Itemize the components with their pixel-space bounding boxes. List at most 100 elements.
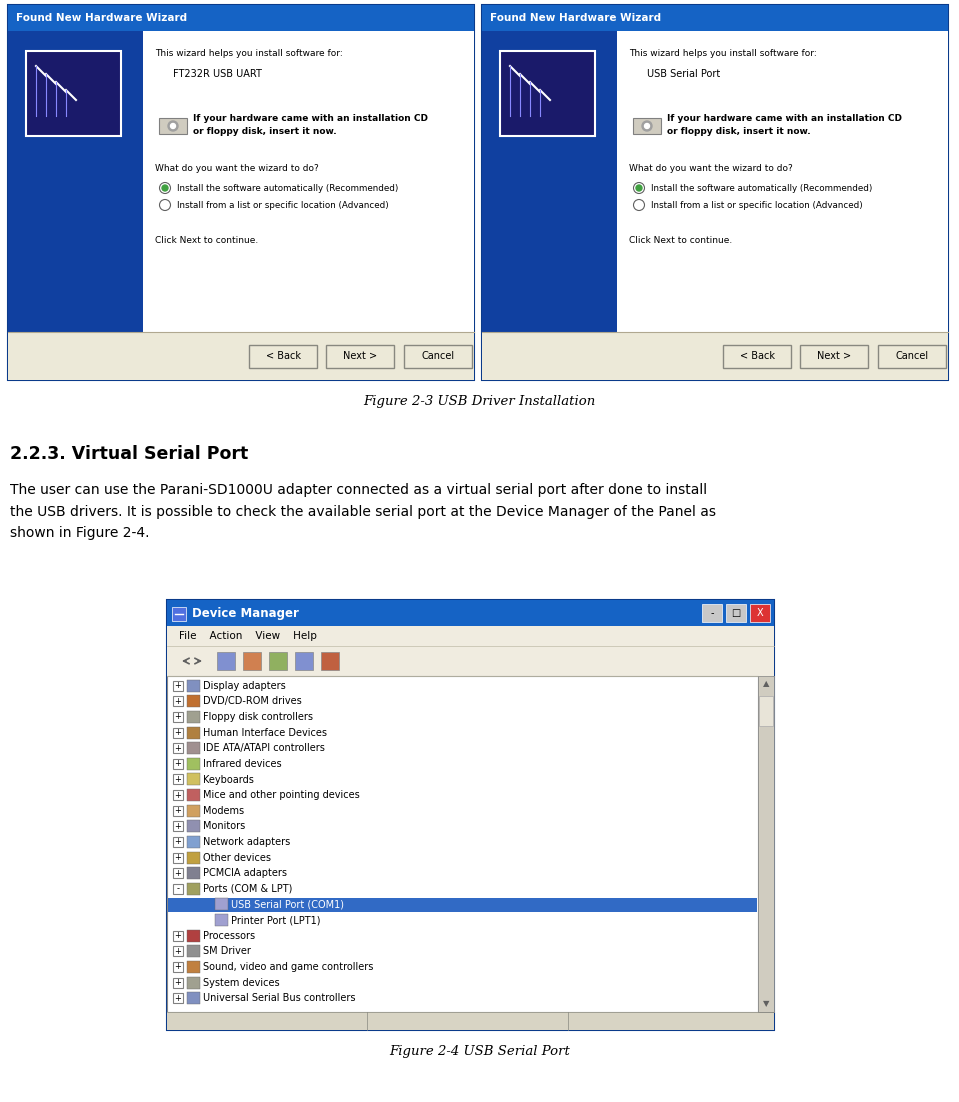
Bar	[8, 31, 143, 380]
Bar	[758, 676, 774, 1012]
Bar	[326, 345, 394, 367]
Bar	[759, 696, 773, 726]
Text: Other devices: Other devices	[203, 853, 271, 863]
Bar	[187, 867, 200, 879]
Text: Monitors: Monitors	[203, 821, 246, 832]
Text: +: +	[175, 868, 181, 877]
Text: Click Next to continue.: Click Next to continue.	[155, 236, 258, 245]
Bar	[167, 626, 774, 646]
Bar	[172, 607, 186, 622]
Bar	[173, 743, 183, 753]
Bar	[173, 931, 183, 941]
Bar	[173, 821, 183, 831]
Bar	[750, 604, 770, 622]
Bar	[617, 31, 948, 380]
Text: What do you want the wizard to do?: What do you want the wizard to do?	[629, 164, 793, 173]
Text: +: +	[175, 712, 181, 722]
Text: Figure 2-4 USB Serial Port: Figure 2-4 USB Serial Port	[389, 1045, 570, 1058]
Bar	[167, 599, 774, 1030]
Text: Network adapters: Network adapters	[203, 838, 291, 847]
Text: Figure 2-3 USB Driver Installation: Figure 2-3 USB Driver Installation	[363, 395, 596, 408]
Text: What do you want the wizard to do?: What do you want the wizard to do?	[155, 164, 318, 173]
Text: This wizard helps you install software for:: This wizard helps you install software f…	[155, 48, 342, 58]
Bar	[726, 604, 746, 622]
Text: Floppy disk controllers: Floppy disk controllers	[203, 712, 313, 722]
Bar	[173, 681, 183, 691]
Text: +: +	[175, 775, 181, 784]
Bar	[215, 914, 228, 926]
Bar	[173, 696, 183, 706]
Bar	[187, 992, 200, 1004]
Bar	[249, 345, 317, 367]
Text: Infrared devices: Infrared devices	[203, 759, 282, 769]
Text: or floppy disk, insert it now.: or floppy disk, insert it now.	[193, 127, 337, 136]
Bar	[187, 804, 200, 817]
Bar	[143, 31, 474, 380]
Text: Cancel: Cancel	[421, 352, 455, 361]
Text: USB Serial Port: USB Serial Port	[647, 69, 720, 79]
Text: IDE ATA/ATAPI controllers: IDE ATA/ATAPI controllers	[203, 744, 325, 754]
Bar	[173, 993, 183, 1003]
Bar	[8, 332, 474, 380]
Bar	[878, 345, 946, 367]
Bar	[8, 6, 474, 380]
Bar	[187, 758, 200, 770]
Bar	[295, 652, 313, 670]
Text: 2.2.3. Virtual Serial Port: 2.2.3. Virtual Serial Port	[10, 445, 248, 463]
Text: Universal Serial Bus controllers: Universal Serial Bus controllers	[203, 993, 356, 1004]
Text: +: +	[175, 994, 181, 1003]
Text: Found New Hardware Wizard: Found New Hardware Wizard	[16, 13, 187, 23]
Bar	[167, 1012, 774, 1030]
Circle shape	[171, 123, 175, 129]
Bar	[173, 853, 183, 863]
Text: +: +	[175, 822, 181, 831]
Bar	[187, 976, 200, 988]
Bar	[187, 930, 200, 942]
Circle shape	[642, 121, 652, 131]
Text: Modems: Modems	[203, 806, 245, 815]
Bar	[173, 977, 183, 987]
Text: +: +	[175, 853, 181, 862]
Text: Found New Hardware Wizard: Found New Hardware Wizard	[490, 13, 661, 23]
Bar	[173, 884, 183, 894]
Text: If your hardware came with an installation CD: If your hardware came with an installati…	[667, 114, 902, 123]
Bar	[187, 961, 200, 973]
Text: PCMCIA adapters: PCMCIA adapters	[203, 868, 287, 878]
Bar	[215, 898, 228, 910]
Bar	[187, 836, 200, 847]
Text: +: +	[175, 696, 181, 705]
Text: +: +	[175, 681, 181, 690]
Bar	[173, 775, 183, 785]
Bar	[187, 695, 200, 707]
Text: +: +	[175, 947, 181, 955]
Text: Display adapters: Display adapters	[203, 681, 286, 691]
Bar	[173, 790, 183, 800]
Text: +: +	[175, 807, 181, 815]
Circle shape	[634, 183, 644, 194]
Bar	[173, 806, 183, 815]
Text: This wizard helps you install software for:: This wizard helps you install software f…	[629, 48, 817, 58]
Polygon shape	[159, 118, 187, 134]
Text: Human Interface Devices: Human Interface Devices	[203, 727, 327, 737]
Text: Ports (COM & LPT): Ports (COM & LPT)	[203, 884, 292, 894]
Text: or floppy disk, insert it now.: or floppy disk, insert it now.	[667, 127, 810, 136]
Circle shape	[634, 199, 644, 210]
Text: +: +	[175, 931, 181, 940]
Bar	[26, 51, 121, 136]
Circle shape	[636, 185, 642, 191]
Text: Install the software automatically (Recommended): Install the software automatically (Reco…	[651, 184, 873, 193]
Text: < Back: < Back	[266, 352, 300, 361]
Bar	[187, 820, 200, 832]
Text: Sound, video and game controllers: Sound, video and game controllers	[203, 962, 373, 972]
Bar	[702, 604, 722, 622]
Bar	[482, 332, 948, 380]
Bar	[482, 6, 948, 31]
Text: < Back: < Back	[739, 352, 775, 361]
Circle shape	[162, 185, 168, 191]
Text: Device Manager: Device Manager	[192, 606, 299, 619]
Bar	[173, 962, 183, 972]
Text: +: +	[175, 744, 181, 753]
Text: +: +	[175, 838, 181, 846]
Text: Install from a list or specific location (Advanced): Install from a list or specific location…	[177, 201, 388, 210]
Bar	[173, 727, 183, 737]
